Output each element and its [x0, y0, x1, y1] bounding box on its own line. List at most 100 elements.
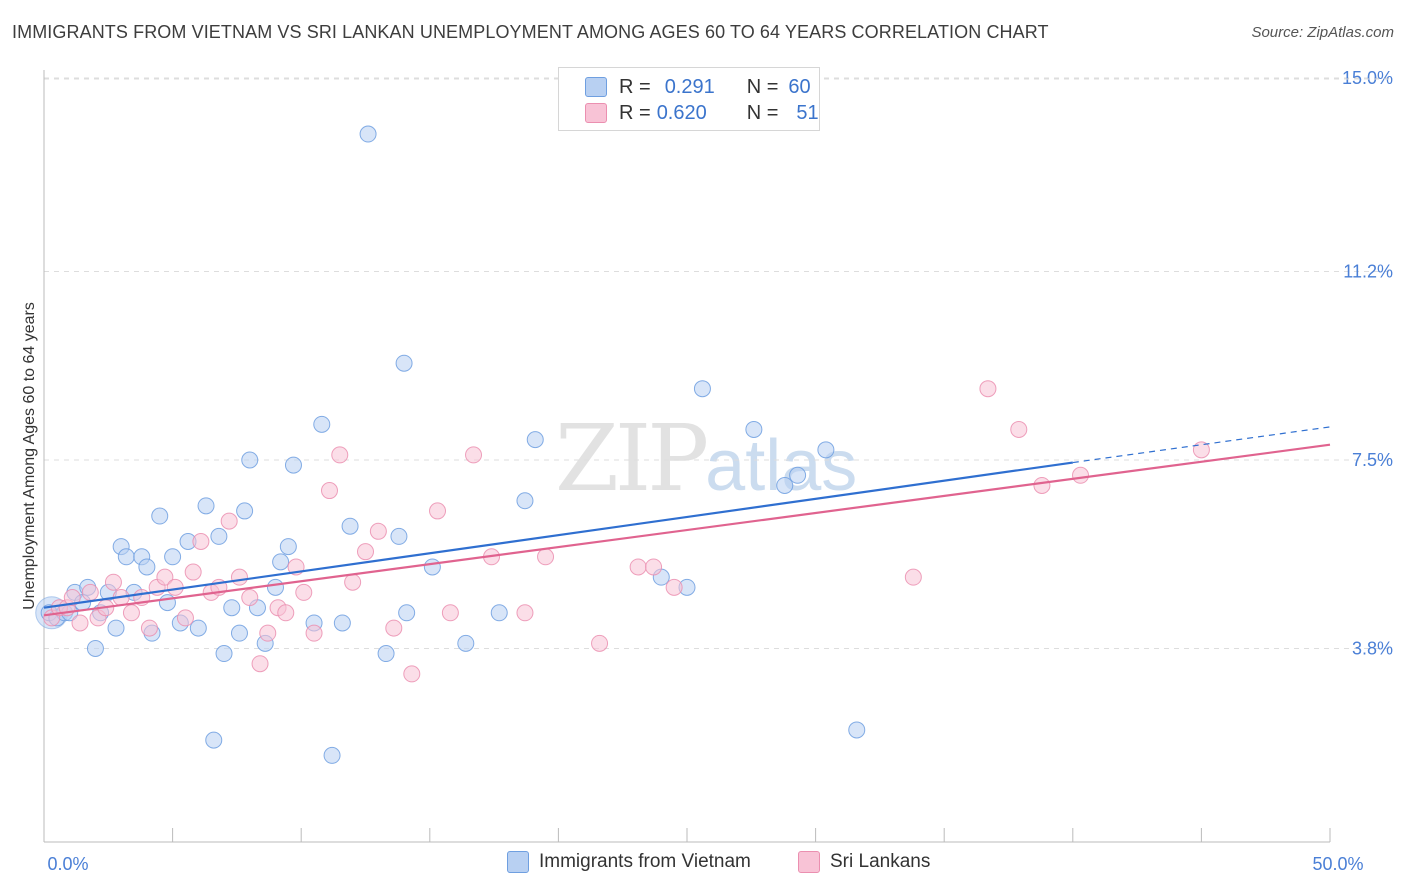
sri-lankan-point — [591, 634, 609, 652]
sri-lankan-point — [295, 583, 313, 601]
sri-lankan-point — [1072, 466, 1090, 484]
sri-lankan-point — [241, 589, 259, 607]
sri-lankan-point — [320, 482, 338, 500]
legend-row-vietnam: R = 0.291 N = 60 — [585, 75, 811, 99]
legend-n-value: 51 — [796, 101, 819, 124]
vietnam-point — [266, 578, 284, 596]
vietnam-point — [151, 507, 169, 525]
sri-lankan-point — [331, 446, 349, 464]
vietnam-point — [313, 415, 331, 433]
vietnam-point — [693, 380, 711, 398]
vietnam-point — [223, 599, 241, 617]
sri-lankan-point — [176, 609, 194, 627]
legend-n-label: N = — [746, 75, 779, 98]
sri-lankan-point — [403, 665, 421, 683]
correlation-legend: R = 0.291 N = 60 R = 0.620 N = 51 — [558, 67, 820, 131]
sri-lankan-point — [220, 512, 238, 530]
watermark-zip: ZIP — [555, 405, 709, 512]
source-label: Source: ZipAtlas.com — [1251, 24, 1394, 41]
sri-lankan-point — [1033, 476, 1051, 494]
bottom-legend-label-sri-lankans: Sri Lankans — [830, 851, 931, 872]
x-tick-label: 0.0% — [47, 854, 88, 874]
chart-title: IMMIGRANTS FROM VIETNAM VS SRI LANKAN UN… — [12, 22, 1049, 42]
vietnam-point — [215, 645, 233, 663]
legend-r-value: 0.620 — [656, 101, 707, 124]
bottom-legend-label-vietnam: Immigrants from Vietnam — [539, 851, 751, 872]
y-tick-label: 3.8% — [1352, 638, 1393, 658]
vietnam-point — [789, 466, 807, 484]
vietnam-point — [526, 431, 544, 449]
sri-lankan-point — [465, 446, 483, 464]
sri-lankan-point — [369, 522, 387, 540]
vietnam-trend-line — [43, 461, 1073, 609]
bottom-legend-swatch-vietnam — [507, 851, 529, 873]
vietnam-point — [390, 527, 408, 545]
y-tick-label: 7.5% — [1352, 450, 1393, 470]
legend-swatch-vietnam — [585, 77, 607, 97]
vietnam-point — [158, 594, 176, 612]
sri-lankan-point — [104, 573, 122, 591]
y-axis-label: Unemployment Among Ages 60 to 64 years — [21, 302, 38, 610]
y-tick-label: 15.0% — [1342, 68, 1393, 88]
vietnam-point — [164, 548, 182, 566]
vietnam-point — [359, 125, 377, 143]
vietnam-point — [457, 634, 475, 652]
sri-lankan-point — [192, 532, 210, 550]
vietnam-point — [377, 645, 395, 663]
vietnam-point — [848, 721, 866, 739]
vietnam-point — [817, 441, 835, 459]
sri-lankan-point — [251, 655, 269, 673]
vietnam-point — [333, 614, 351, 632]
sri-lankan-point — [277, 604, 295, 622]
vietnam-point — [230, 624, 248, 642]
sri-lankan-point — [122, 604, 140, 622]
sri-lankan-point — [305, 624, 323, 642]
vietnam-point — [236, 502, 254, 520]
vietnam-point — [516, 492, 534, 510]
sri-lankan-point — [184, 563, 202, 581]
sri-lankan-point — [645, 558, 663, 576]
sri-lankan-point — [344, 573, 362, 591]
sri-lankan-point — [81, 583, 99, 601]
legend-r-label: R = — [619, 75, 651, 98]
vietnam-point — [490, 604, 508, 622]
sri-lankan-point — [429, 502, 447, 520]
watermark: ZIPatlas — [555, 405, 857, 512]
sri-lankan-point — [63, 589, 81, 607]
sri-lankan-trend-line — [43, 443, 1331, 617]
vietnam-point — [241, 451, 259, 469]
sri-lankan-point — [665, 578, 683, 596]
sri-lankan-point — [230, 568, 248, 586]
sri-lankan-point — [979, 380, 997, 398]
sri-lankan-point — [1010, 420, 1028, 438]
vietnam-point — [117, 548, 135, 566]
sri-lankan-point — [156, 568, 174, 586]
bottom-legend-swatch-sri-lankans — [798, 851, 820, 873]
vietnam-point — [776, 476, 794, 494]
sri-lankan-point — [259, 624, 277, 642]
bottom-legend-vietnam: Immigrants from Vietnam — [507, 851, 751, 873]
vietnam-point — [107, 619, 125, 637]
vietnam-point — [272, 553, 290, 571]
vietnam-point — [423, 558, 441, 576]
sri-lankan-point — [357, 543, 374, 561]
vietnam-point — [398, 604, 416, 622]
vietnam-point — [745, 420, 763, 438]
sri-lankan-point — [904, 568, 922, 586]
legend-n-value: 60 — [788, 75, 811, 98]
vietnam-point — [197, 497, 215, 515]
vietnam-point — [210, 527, 228, 545]
vietnam-point — [279, 538, 297, 556]
legend-r-label: R = — [619, 101, 651, 124]
legend-r-value: 0.291 — [664, 75, 715, 98]
sri-lankan-point — [385, 619, 403, 637]
legend-swatch-sri-lankans — [585, 103, 607, 123]
bottom-legend-sri-lankans: Sri Lankans — [798, 851, 930, 873]
y-tick-label: 11.2% — [1343, 262, 1393, 282]
sri-lankan-point — [140, 619, 158, 637]
sri-lankan-point — [629, 558, 647, 576]
sri-lankan-point — [71, 614, 89, 632]
vietnam-point — [341, 517, 359, 535]
vietnam-point — [284, 456, 302, 474]
